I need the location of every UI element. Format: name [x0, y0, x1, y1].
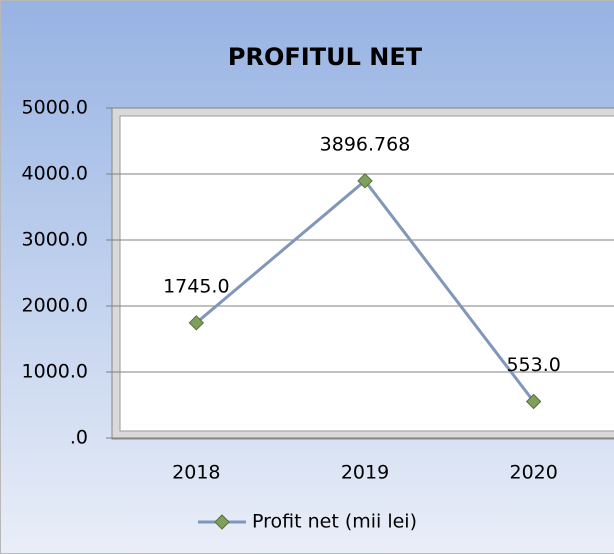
data-label: 3896.768 — [320, 133, 411, 155]
x-tick-label: 2019 — [341, 462, 389, 484]
data-label: 1745.0 — [163, 275, 229, 297]
x-tick-label: 2018 — [172, 462, 220, 484]
y-tick-label: .0 — [70, 427, 88, 449]
legend-marker — [214, 514, 230, 530]
y-tick-label: 2000.0 — [22, 295, 88, 317]
marker — [525, 393, 542, 410]
y-tick-label: 1000.0 — [22, 361, 88, 383]
legend-label: Profit net (mii lei) — [252, 511, 417, 533]
data-label: 553.0 — [506, 354, 560, 376]
y-tick-label: 4000.0 — [22, 163, 88, 185]
y-tick-label: 5000.0 — [22, 97, 88, 119]
y-tick-label: 3000.0 — [22, 229, 88, 251]
marker — [188, 315, 205, 331]
plot-area — [119, 115, 614, 432]
x-tick-label: 2020 — [509, 462, 557, 484]
marker — [357, 173, 373, 189]
chart-title: PROFITUL NET — [228, 43, 423, 71]
